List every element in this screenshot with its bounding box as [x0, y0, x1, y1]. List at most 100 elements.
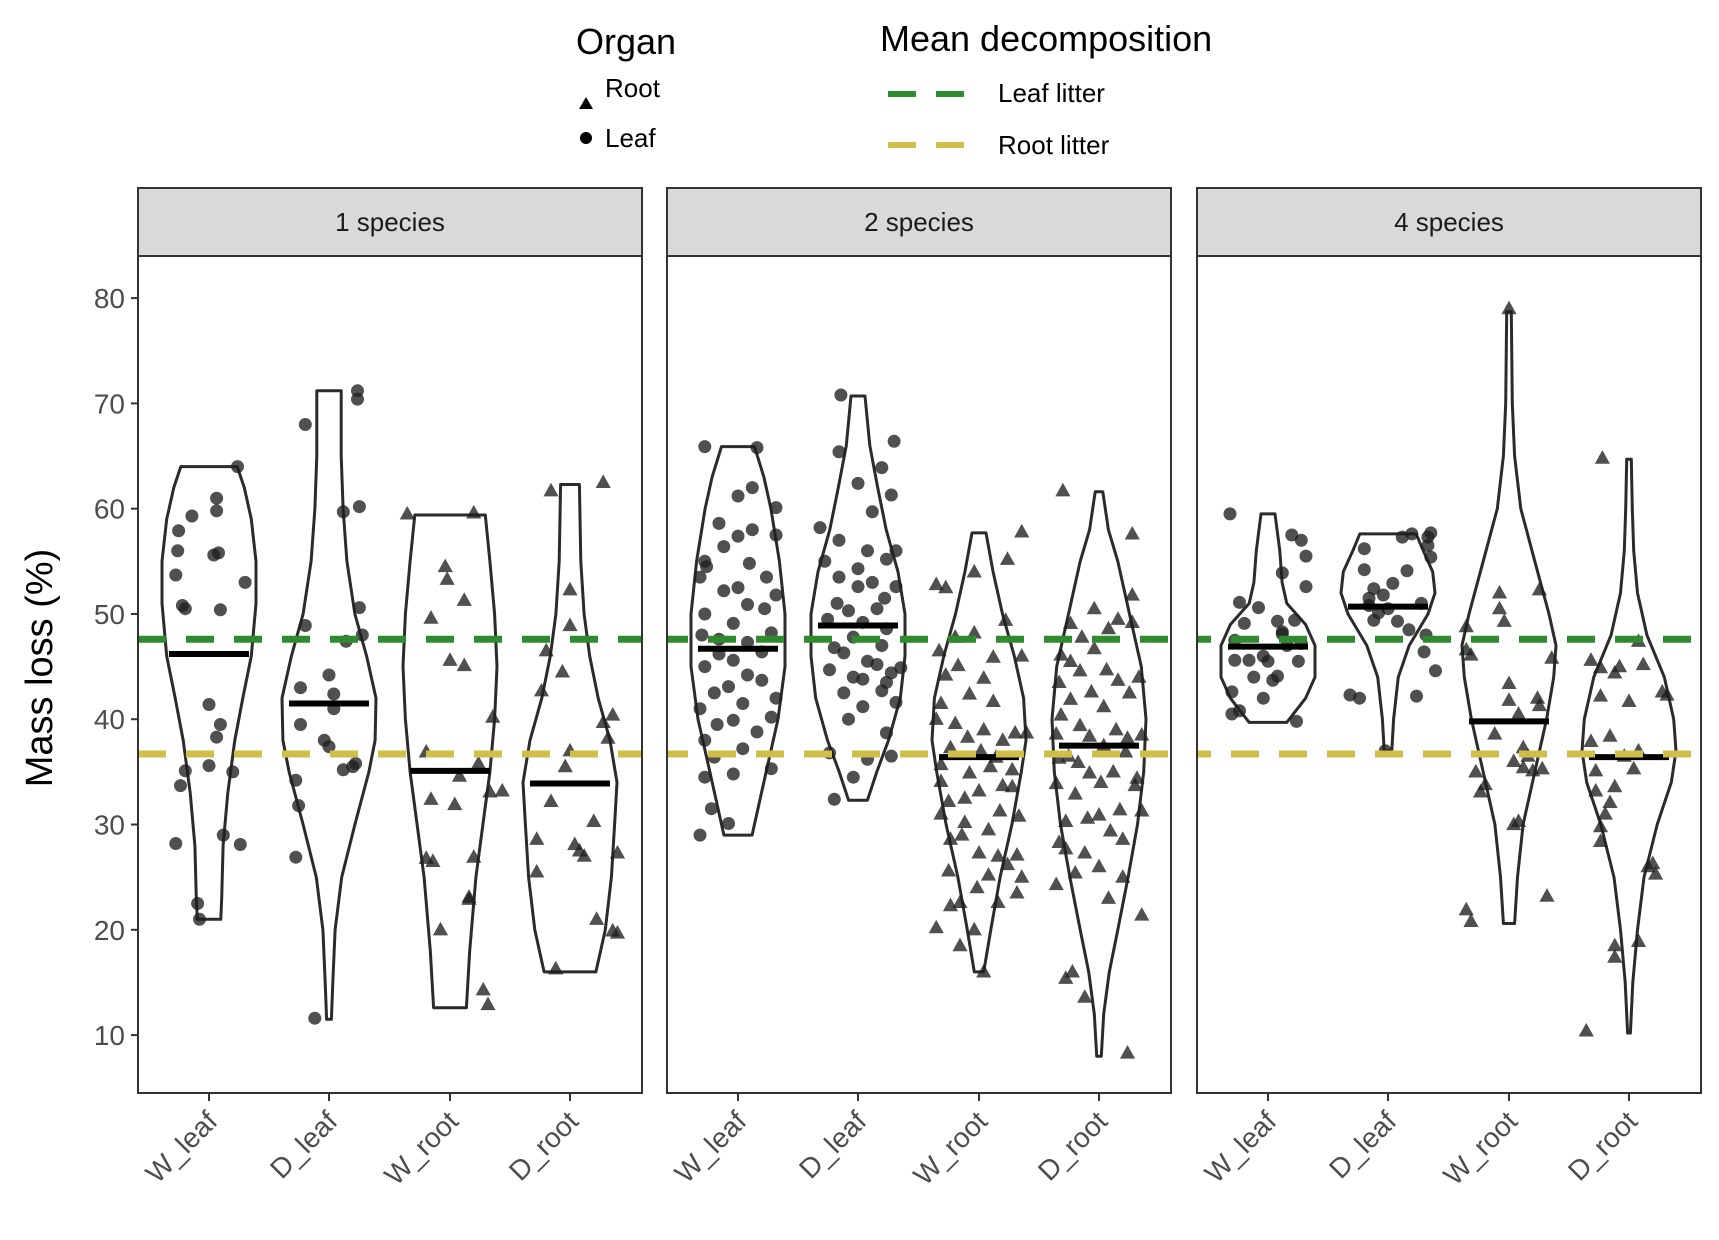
leaf-data-point	[707, 686, 721, 700]
leaf-data-point	[851, 562, 865, 576]
y-tick-label: 40	[94, 704, 125, 735]
leaf-data-point	[1424, 526, 1438, 540]
leaf-data-point	[210, 491, 224, 505]
leaf-data-point	[837, 646, 851, 660]
root-data-point	[1105, 763, 1121, 778]
root-data-point	[1463, 913, 1479, 927]
y-tick-label: 70	[94, 388, 125, 419]
root-data-point	[1086, 640, 1102, 655]
root-data-point	[600, 730, 616, 744]
leaf-data-point	[712, 516, 726, 530]
organ-legend-root-label: Root	[605, 73, 661, 103]
leaf-data-point	[722, 680, 735, 694]
leaf-circle-icon	[580, 132, 592, 144]
root-data-point	[1463, 647, 1479, 661]
root-data-point	[1501, 692, 1517, 706]
leaf-data-point	[889, 580, 903, 594]
root-data-point	[1004, 761, 1020, 776]
root-data-point	[928, 711, 944, 725]
root-data-point	[998, 612, 1014, 626]
leaf-data-point	[1417, 645, 1431, 659]
leaf-data-point	[726, 767, 740, 781]
root-data-point	[466, 504, 482, 519]
root-data-point	[485, 709, 501, 723]
leaf-data-point	[750, 725, 764, 739]
y-tick-label: 20	[94, 915, 125, 946]
leaf-data-point	[1288, 613, 1302, 627]
root-data-point	[952, 894, 968, 909]
leaf-data-point	[722, 817, 735, 830]
root-data-point	[562, 581, 578, 596]
leaf-data-point	[745, 481, 759, 495]
leaf-data-point	[823, 663, 836, 677]
root-data-point	[470, 755, 487, 770]
leaf-data-point	[1290, 714, 1303, 728]
root-data-point	[933, 773, 949, 787]
leaf-data-point	[870, 602, 884, 616]
leaf-data-point	[169, 568, 183, 582]
leaf-data-point	[818, 554, 832, 568]
root-data-point	[1645, 855, 1661, 870]
root-data-point	[605, 707, 621, 721]
root-data-point	[1099, 661, 1115, 676]
root-data-point	[954, 827, 970, 841]
leaf-data-point	[1275, 566, 1289, 580]
root-data-point	[1501, 675, 1517, 690]
root-data-point	[432, 921, 449, 936]
leaf-data-point	[830, 596, 844, 610]
violin-W_root	[401, 513, 499, 1010]
leaf-data-point	[226, 765, 240, 779]
violin-D_leaf	[1339, 532, 1437, 753]
x-tick-label: D_leaf	[264, 1105, 343, 1184]
root-data-point	[999, 856, 1016, 871]
organ-legend-title: Organ	[576, 21, 676, 62]
root-data-point	[1592, 818, 1609, 833]
root-data-point	[1592, 688, 1609, 702]
root-data-point	[1100, 620, 1117, 635]
leaf-data-point	[698, 554, 712, 568]
root-data-point	[1091, 858, 1107, 873]
leaf-data-point	[880, 726, 893, 740]
x-tick-label: D_root	[1562, 1105, 1644, 1187]
root-data-point	[1072, 662, 1088, 677]
root-data-point	[538, 642, 554, 657]
leaf-data-point	[717, 540, 731, 554]
violin-D_leaf	[280, 389, 378, 1021]
leaf-data-point	[352, 601, 366, 615]
root-data-point	[425, 853, 441, 867]
leaf-data-point	[1294, 533, 1308, 547]
root-data-point	[595, 474, 611, 488]
root-data-point	[437, 558, 453, 573]
leaf-data-point	[851, 580, 865, 594]
root-data-point	[966, 921, 982, 936]
root-data-point	[976, 721, 992, 736]
root-data-point	[1134, 907, 1150, 921]
leaf-data-point	[308, 1011, 322, 1025]
root-data-point	[1621, 693, 1637, 707]
leaf-data-point	[884, 488, 898, 502]
root-data-point	[950, 657, 966, 672]
root-data-point	[1062, 615, 1079, 630]
root-data-point	[456, 592, 472, 606]
root-data-point	[1080, 810, 1096, 824]
leaf-data-point	[693, 828, 707, 842]
y-axis: 10 20 30 40 50 60 70 80	[94, 283, 138, 1051]
root-data-point	[399, 505, 415, 520]
leaf-data-point	[870, 658, 884, 671]
root-data-point	[1588, 782, 1604, 797]
x-tick-label: D_root	[503, 1105, 585, 1187]
x-tick-label: W_root	[908, 1105, 994, 1191]
leaf-data-point	[865, 575, 879, 589]
leaf-data-point	[704, 802, 718, 816]
root-data-point	[938, 667, 954, 681]
root-data-point	[942, 831, 959, 845]
panel-border	[1196, 255, 1702, 1094]
root-data-point	[1014, 648, 1030, 662]
leaf-data-point	[294, 681, 307, 695]
leaf-data-point	[193, 912, 206, 926]
root-data-point	[1496, 613, 1512, 627]
root-data-point	[971, 782, 987, 797]
root-data-point	[1007, 724, 1023, 739]
leaf-data-point	[851, 476, 865, 490]
